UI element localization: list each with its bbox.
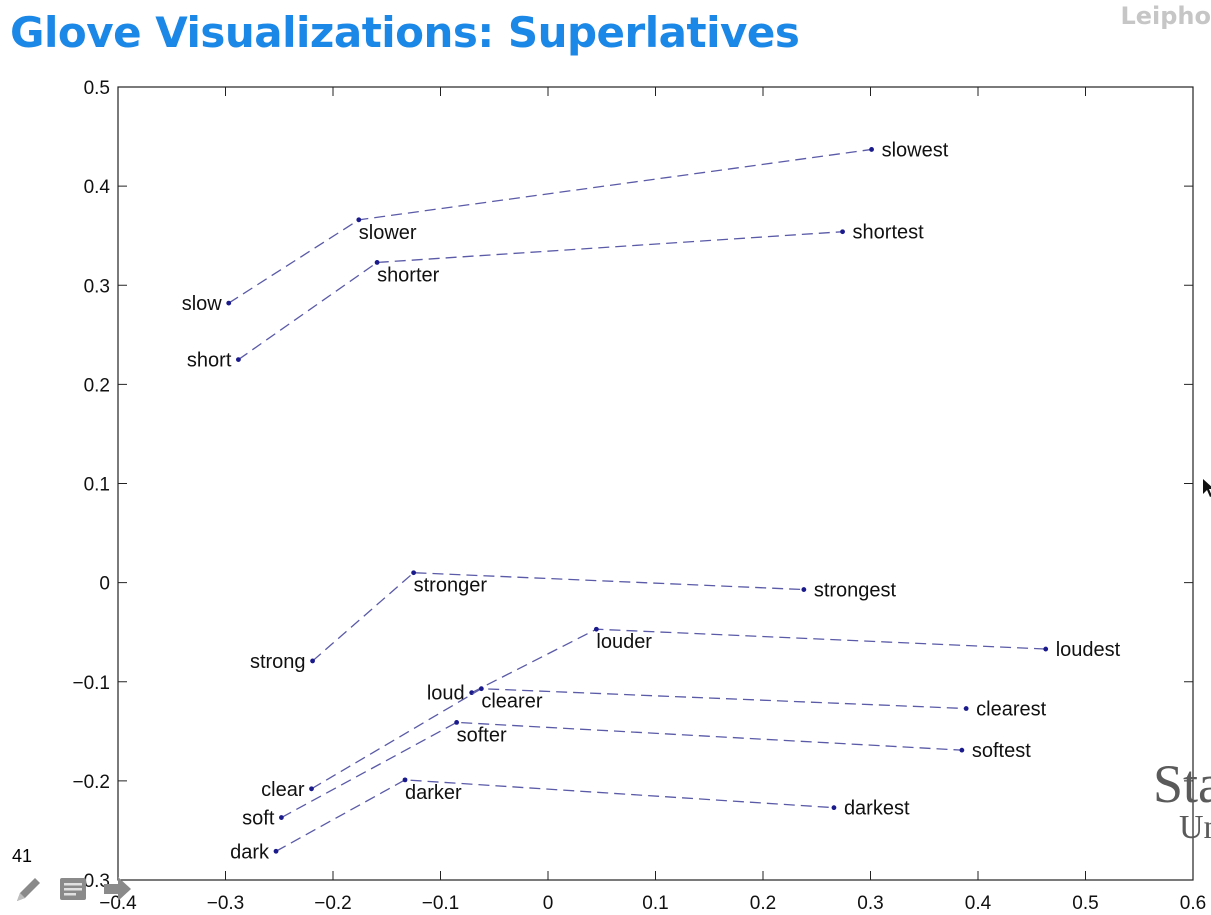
word-label: slow — [182, 293, 223, 315]
slide-title: Glove Visualizations: Superlatives — [10, 8, 800, 57]
x-tick-label: −0.3 — [207, 893, 245, 914]
watermark: Leipho — [1120, 2, 1211, 30]
word-label: soft — [242, 808, 275, 830]
series-line — [312, 572, 804, 662]
data-point — [593, 626, 599, 632]
data-point — [840, 229, 845, 235]
y-tick-label: −0.2 — [72, 772, 110, 793]
word-label: clearest — [976, 699, 1046, 721]
logo-line-2: Un — [1179, 809, 1211, 846]
x-tick-label: −0.4 — [99, 893, 137, 914]
series-line — [311, 688, 967, 790]
y-tick-label: 0.1 — [84, 475, 110, 496]
word-label: shortest — [853, 222, 925, 244]
word-label: strong — [250, 651, 306, 673]
y-tick-label: 0.4 — [84, 177, 111, 198]
data-point — [963, 706, 969, 711]
data-point — [279, 815, 284, 820]
word-label: loud — [427, 683, 465, 705]
word-label: darkest — [844, 798, 910, 820]
data-point — [236, 357, 241, 362]
word-label: dark — [230, 841, 270, 863]
data-point — [226, 300, 232, 306]
x-tick-label: −0.1 — [422, 893, 460, 914]
x-tick-label: 0.1 — [642, 893, 668, 914]
mouse-cursor-icon — [1203, 479, 1211, 497]
word-label: softest — [972, 740, 1031, 762]
arrow-right-icon[interactable] — [100, 872, 134, 906]
x-tick-label: 0.2 — [750, 893, 776, 914]
word-label: louder — [596, 631, 652, 653]
data-point — [356, 217, 362, 223]
data-point — [801, 587, 807, 592]
data-point — [273, 848, 279, 854]
university-logo: Sta Un — [1153, 757, 1211, 845]
word-label: darker — [405, 782, 462, 804]
logo-line-1: Sta — [1153, 754, 1211, 814]
x-tick-label: 0.4 — [965, 893, 992, 914]
word-label: shorter — [377, 264, 440, 286]
data-point — [309, 786, 314, 792]
word-label: clear — [261, 779, 305, 801]
series-line — [228, 148, 872, 304]
x-tick-label: 0.3 — [857, 893, 883, 914]
data-point — [411, 570, 417, 576]
page-number: 41 — [12, 846, 33, 866]
word-label: slowest — [882, 139, 949, 161]
y-tick-label: 0.5 — [84, 78, 110, 99]
word-label: short — [187, 350, 232, 372]
y-tick-label: 0.2 — [84, 375, 110, 396]
data-point — [454, 719, 460, 725]
series-line — [471, 628, 1046, 694]
x-tick-label: −0.2 — [314, 893, 352, 914]
series-line — [238, 231, 843, 361]
x-tick-label: 0.6 — [1180, 893, 1206, 914]
word-label: loudest — [1056, 639, 1121, 661]
x-tick-label: 0 — [543, 893, 554, 914]
word-label: clearer — [481, 691, 542, 713]
word-label: slower — [359, 222, 417, 244]
data-point — [869, 147, 874, 152]
series-line — [275, 779, 834, 852]
data-point — [1043, 646, 1049, 652]
data-point — [310, 658, 315, 664]
data-point — [402, 777, 408, 783]
data-point — [374, 260, 380, 265]
y-tick-label: 0.3 — [84, 276, 110, 297]
data-point — [959, 747, 965, 753]
y-tick-label: −0.1 — [72, 673, 110, 694]
word-label: stronger — [414, 575, 488, 597]
y-tick-label: 0 — [99, 574, 110, 595]
word-label: strongest — [814, 580, 897, 602]
slide-toolbar — [12, 872, 134, 906]
x-tick-label: 0.5 — [1072, 893, 1098, 914]
word-label: softer — [457, 724, 507, 746]
pencil-icon[interactable] — [12, 872, 46, 906]
series-line — [281, 721, 962, 819]
plot-frame — [117, 86, 1194, 881]
data-point — [478, 686, 484, 692]
notes-icon[interactable] — [56, 872, 90, 906]
data-point — [831, 805, 837, 811]
